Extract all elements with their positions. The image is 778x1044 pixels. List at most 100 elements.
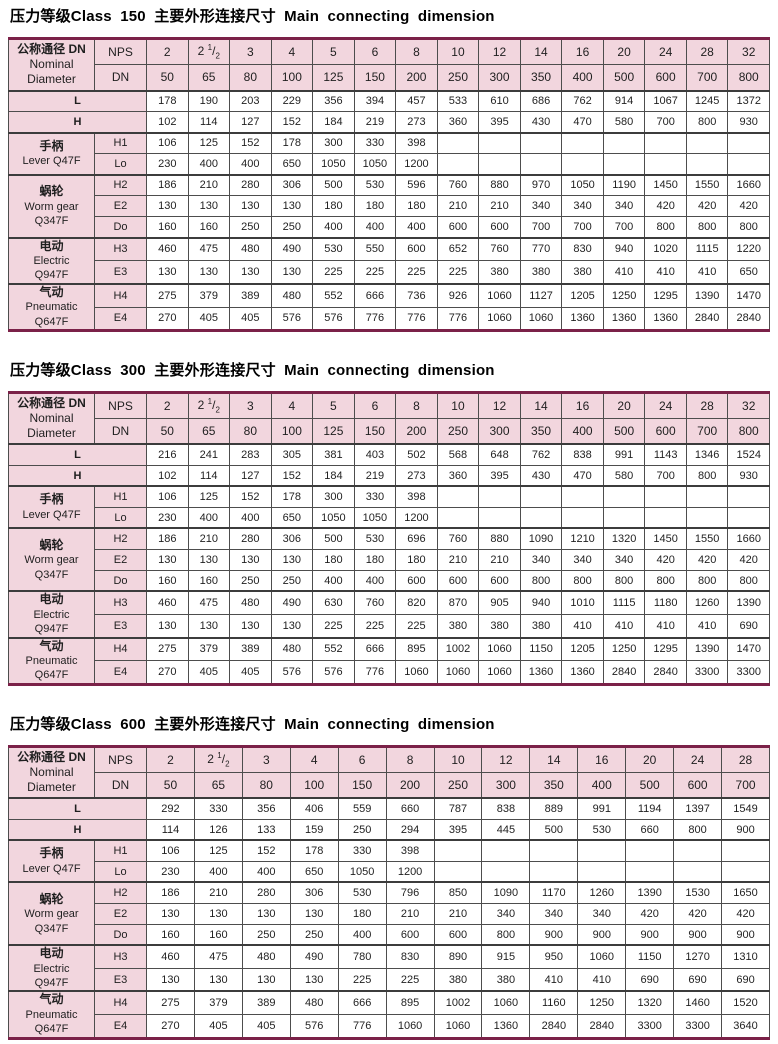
dimension-cell: 460 — [146, 590, 189, 615]
dimension-cell: 480 — [270, 282, 314, 308]
dimension-cell: 405 — [241, 1014, 291, 1039]
dimension-cell: 130 — [229, 613, 272, 639]
dimension-cell: 1060 — [481, 990, 531, 1016]
dimension-cell — [602, 131, 646, 154]
dimension-cell: 275 — [146, 990, 195, 1016]
nps-row-label: NPS — [94, 391, 147, 419]
dimension-cell: 403 — [353, 443, 397, 466]
group-label: 电动 Electric Q947F — [8, 944, 95, 992]
dimension-cell: 576 — [270, 306, 314, 331]
dimension-cell: 400 — [187, 506, 231, 529]
dimension-cell: 130 — [146, 548, 189, 571]
dimension-cell: 1210 — [561, 527, 604, 550]
dimension-cell: 800 — [644, 569, 687, 592]
dimension-cell: 180 — [312, 548, 355, 571]
dimension-cell: 530 — [353, 527, 397, 550]
nps-value: 3 — [229, 38, 272, 65]
row-label: E2 — [94, 902, 147, 925]
dimension-cell: 400 — [353, 569, 397, 592]
dimension-cell — [644, 131, 687, 154]
dimension-cell: 696 — [395, 527, 438, 550]
row-label: Lo — [94, 506, 147, 529]
dimension-cell: 225 — [436, 260, 480, 285]
dimension-cell: 552 — [312, 282, 355, 308]
dimension-cell: 305 — [270, 443, 314, 466]
group-label: 气动 Pneumatic Q647F — [8, 990, 95, 1039]
dimension-cell: 1520 — [721, 990, 770, 1016]
dimension-cell: 379 — [193, 990, 243, 1016]
row-label: H4 — [94, 990, 147, 1016]
dimension-cell: 648 — [478, 443, 521, 466]
nps-value: 12 — [478, 391, 521, 419]
dimension-cell: 102 — [146, 111, 189, 133]
dimension-cell: 1460 — [673, 990, 723, 1016]
dimension-cell: 500 — [312, 173, 355, 196]
dn-value: 200 — [395, 417, 438, 445]
dn-value: 80 — [241, 771, 291, 799]
dimension-cell: 330 — [337, 839, 387, 862]
dimension-cell: 600 — [436, 569, 480, 592]
dimension-cell: 1115 — [602, 590, 646, 615]
dimension-cell: 273 — [395, 111, 438, 133]
dimension-cell: 250 — [229, 569, 272, 592]
dimension-cell: 1390 — [685, 636, 729, 662]
dimension-cell: 130 — [193, 967, 243, 992]
dimension-cell: 130 — [187, 195, 231, 217]
dimension-cell: 1060 — [385, 1014, 435, 1039]
dimension-cell: 400 — [312, 569, 355, 592]
dimension-cell: 106 — [146, 485, 189, 508]
dimension-cell: 596 — [395, 173, 438, 196]
dimension-cell: 130 — [146, 260, 189, 285]
group-label: 手柄 Lever Q47F — [8, 839, 95, 883]
dimension-cell: 225 — [385, 967, 435, 992]
dimension-cell: 3640 — [721, 1014, 770, 1039]
dimension-cell: 480 — [241, 944, 291, 969]
dimension-cell — [561, 131, 604, 154]
dimension-cell: 210 — [193, 881, 243, 904]
group-label: 电动 Electric Q947F — [8, 590, 95, 639]
dimension-cell: 306 — [289, 881, 339, 904]
dimension-cell: 760 — [478, 236, 521, 262]
dimension-cell: 130 — [270, 548, 314, 571]
dimension-cell: 776 — [436, 306, 480, 331]
group-label: 蜗轮 Worm gear Q347F — [8, 173, 95, 238]
group-label: 气动 Pneumatic Q647F — [8, 636, 95, 685]
dimension-cell: 1470 — [727, 636, 770, 662]
row-label: H1 — [94, 131, 147, 154]
dimension-cell: 270 — [146, 1014, 195, 1039]
dimension-cell: 130 — [289, 902, 339, 925]
dimension-table: 公称通径 DN Nominal Diameter NPS 2 2 1/2 3 4 6 8 10 12 1… — [8, 744, 770, 1040]
dimension-cell: 1160 — [529, 990, 579, 1016]
dimension-cell: 273 — [395, 464, 438, 487]
dimension-cell: 283 — [229, 443, 272, 466]
dimension-cell: 356 — [241, 797, 291, 820]
dimension-cell: 800 — [561, 569, 604, 592]
class-600-section: 压力等级Class 600 主要外形连接尺寸 Main connecting d… — [8, 713, 770, 1040]
dimension-cell: 1060 — [478, 660, 521, 685]
dimension-cell: 190 — [187, 89, 231, 112]
dimension-cell: 219 — [353, 464, 397, 487]
dimension-cell: 1115 — [685, 236, 729, 262]
dimension-cell: 210 — [478, 548, 521, 571]
dimension-cell: 210 — [478, 195, 521, 217]
dimension-cell: 1143 — [644, 443, 687, 466]
dimension-cell: 800 — [685, 569, 729, 592]
dimension-cell: 600 — [478, 569, 521, 592]
dimension-cell: 250 — [337, 818, 387, 841]
dimension-cell: 600 — [436, 216, 480, 238]
dn-value: 100 — [270, 417, 314, 445]
nps-value: 10 — [436, 38, 480, 65]
dimension-cell: 229 — [270, 89, 314, 112]
corner-label: 公称通径 DN Nominal Diameter — [8, 38, 95, 91]
dimension-cell: 1250 — [602, 636, 646, 662]
dn-value: 100 — [289, 771, 339, 799]
dimension-cell: 762 — [519, 443, 563, 466]
dimension-cell: 800 — [685, 111, 729, 133]
dimension-cell: 2840 — [727, 306, 770, 331]
dimension-cell — [685, 506, 729, 529]
dimension-cell: 225 — [395, 260, 438, 285]
dimension-cell: 480 — [229, 236, 272, 262]
dimension-cell: 895 — [385, 990, 435, 1016]
nps-value: 5 — [312, 391, 355, 419]
